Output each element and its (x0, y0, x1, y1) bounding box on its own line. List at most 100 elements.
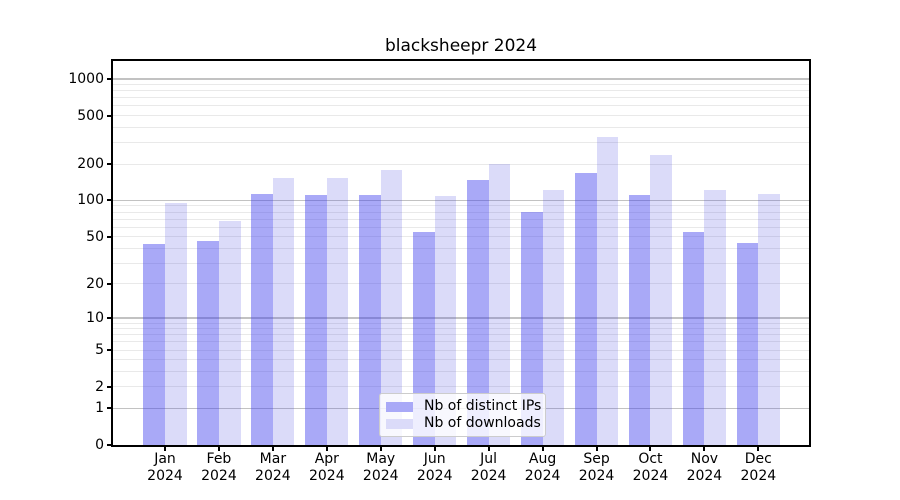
bar-downloads-oct (650, 154, 673, 445)
bar-ips-sep (574, 172, 597, 445)
y-tick-label: 50 (86, 228, 104, 245)
x-tick-label: Sep 2024 (578, 451, 615, 484)
legend-item: Nb of downloads (386, 415, 541, 432)
bar-ips-jul (467, 180, 489, 445)
bar-ips-may (359, 195, 381, 445)
y-tick-label: 2 (95, 378, 104, 395)
y-tick (107, 235, 111, 238)
bar-ips-mar (251, 193, 273, 445)
x-tick (649, 447, 652, 451)
bar-downloads-aug (542, 189, 565, 445)
bar-downloads-sep (596, 137, 619, 445)
x-tick (757, 447, 760, 451)
gridline-minor (113, 142, 809, 144)
legend-item: Nb of distinct IPs (386, 398, 541, 415)
gridline-minor (113, 218, 809, 220)
bar-downloads-nov (704, 190, 726, 445)
gridline-minor (113, 247, 809, 249)
gridline-minor (113, 386, 809, 388)
y-tick (107, 199, 111, 202)
gridline-minor (113, 211, 809, 213)
legend-swatch (386, 418, 413, 429)
x-tick-label: Oct 2024 (632, 451, 669, 484)
chart-title: blacksheepr 2024 (384, 36, 538, 56)
y-tick-label: 200 (77, 156, 104, 172)
x-tick-label: Jun 2024 (416, 451, 453, 484)
x-tick (595, 447, 598, 451)
y-tick (107, 163, 111, 165)
y-tick (107, 349, 111, 352)
y-tick (107, 385, 111, 388)
bar-downloads-may (380, 169, 403, 445)
plot-frame (111, 59, 811, 447)
y-tick (107, 77, 111, 80)
x-tick-label: Apr 2024 (308, 451, 345, 484)
bar-ips-dec (736, 243, 759, 445)
y-tick-label: 100 (77, 192, 104, 209)
y-tick-label: 10 (86, 309, 104, 326)
gridline-minor (113, 322, 809, 324)
gridline-minor (113, 283, 809, 285)
x-tick-label: Jan 2024 (147, 451, 183, 484)
bar-ips-jan (143, 244, 165, 445)
bar-ips-apr (305, 195, 327, 445)
x-tick-label: Feb 2024 (201, 451, 237, 484)
gridline-major (113, 78, 809, 80)
bar-ips-feb (197, 241, 219, 445)
gridline-minor (113, 262, 809, 264)
x-tick-label: Aug 2024 (524, 451, 561, 484)
bar-downloads-apr (326, 178, 349, 445)
gridline-major (113, 317, 809, 319)
x-tick (487, 447, 490, 451)
gridline-minor (113, 90, 809, 92)
gridline-minor (113, 97, 809, 99)
gridline-minor (113, 334, 809, 336)
x-tick (379, 447, 382, 451)
x-tick (541, 447, 544, 451)
bar-ips-nov (682, 231, 705, 445)
gridline-minor (113, 84, 809, 86)
y-tick (107, 114, 111, 117)
y-tick-label: 0 (95, 437, 104, 453)
gridline-major (113, 199, 809, 202)
legend: Nb of distinct IPs Nb of downloads (379, 393, 546, 437)
gridline-minor (113, 115, 809, 117)
y-tick-label: 20 (86, 275, 104, 292)
x-tick-label: Jul 2024 (470, 451, 507, 484)
gridline-minor (113, 226, 809, 228)
legend-label: Nb of distinct IPs (424, 398, 542, 414)
y-tick-label: 1 (95, 400, 104, 417)
y-tick-label: 500 (77, 107, 104, 124)
x-tick (164, 447, 166, 451)
gridline-minor (113, 236, 809, 238)
bar-downloads-jul (488, 163, 511, 445)
x-tick-label: Dec 2024 (740, 451, 777, 484)
y-tick (107, 316, 111, 319)
gridline-minor (113, 105, 809, 107)
bar-ips-oct (628, 194, 651, 445)
bar-downloads-jun (434, 195, 457, 445)
gridline-minor (113, 163, 809, 165)
gridline-minor (113, 205, 809, 207)
y-tick (107, 444, 111, 446)
x-tick (433, 447, 436, 451)
plot-area (113, 61, 809, 445)
x-tick (325, 447, 328, 451)
x-tick (703, 447, 706, 451)
bar-ips-aug (520, 212, 543, 445)
gridline-minor (113, 359, 809, 361)
y-tick (107, 282, 111, 285)
gridline-minor (113, 328, 809, 330)
bar-downloads-dec (758, 193, 780, 445)
bar-downloads-mar (272, 177, 295, 445)
legend-swatch (386, 401, 413, 412)
gridline-minor (113, 349, 809, 351)
legend-label: Nb of downloads (424, 415, 541, 431)
x-tick-label: Nov 2024 (686, 451, 723, 484)
y-tick-label: 5 (95, 342, 104, 359)
bar-downloads-jan (165, 203, 187, 445)
x-tick (271, 447, 274, 451)
gridline-minor (113, 126, 809, 128)
y-tick (107, 407, 111, 410)
